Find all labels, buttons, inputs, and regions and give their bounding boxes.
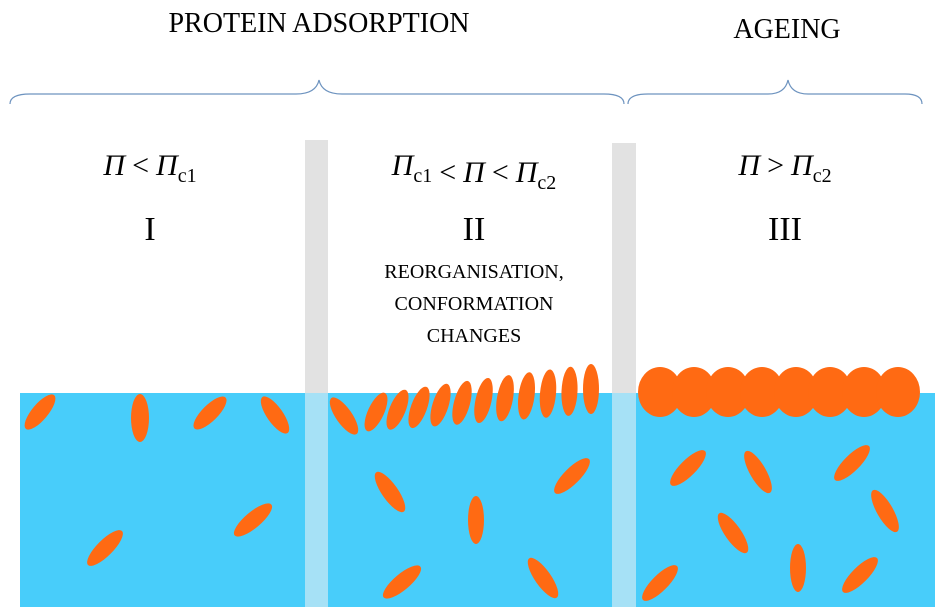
symbol: Π: [790, 149, 815, 182]
protein: [808, 367, 852, 417]
protein: [670, 450, 706, 486]
protein: [24, 394, 56, 430]
protein: [131, 394, 149, 442]
protein: [430, 383, 451, 427]
symbol: Π: [737, 149, 762, 182]
symbol: Π: [462, 156, 487, 189]
protein: [561, 366, 578, 416]
protein: [706, 367, 750, 417]
protein: [638, 367, 682, 417]
operator: <: [132, 149, 149, 182]
protein: [496, 375, 514, 422]
subscript: c2: [813, 165, 832, 187]
divider: [612, 143, 636, 393]
subscript: c1: [178, 165, 197, 187]
condition: Π < Πc1: [102, 149, 196, 187]
protein: [386, 389, 409, 430]
protein: [740, 367, 784, 417]
protein: [527, 557, 559, 599]
protein: [554, 458, 590, 494]
protein: [382, 565, 422, 599]
note: CONFORMATION: [395, 293, 554, 315]
operator: <: [439, 156, 456, 189]
protein: [834, 445, 870, 481]
brace: [9, 79, 625, 105]
note: REORGANISATION,: [384, 261, 563, 283]
note: CHANGES: [427, 325, 521, 347]
protein: [790, 544, 806, 592]
divider: [305, 393, 328, 607]
protein: [876, 367, 920, 417]
protein: [87, 530, 123, 566]
operator: >: [767, 149, 784, 182]
protein: [672, 367, 716, 417]
condition: Πc1 < Π < Πc2: [391, 149, 557, 194]
section-title: PROTEIN ADSORPTION: [168, 8, 469, 39]
numeral: III: [768, 211, 802, 248]
section-title: AGEING: [733, 14, 840, 45]
protein: [329, 397, 359, 435]
divider: [612, 393, 636, 607]
protein: [468, 496, 484, 544]
protein: [374, 471, 406, 513]
protein: [408, 386, 430, 429]
subscript: c2: [537, 172, 556, 194]
protein: [642, 565, 678, 601]
protein: [774, 367, 818, 417]
protein: [871, 489, 899, 533]
protein: [260, 396, 290, 434]
protein: [539, 369, 557, 418]
protein: [193, 396, 227, 430]
protein: [517, 372, 536, 420]
symbol: Π: [391, 149, 416, 182]
protein: [744, 450, 772, 494]
protein: [717, 512, 749, 554]
brace: [627, 79, 923, 105]
symbol: Π: [155, 149, 180, 182]
protein: [452, 380, 472, 425]
symbol: Π: [102, 149, 127, 182]
protein: [842, 367, 886, 417]
condition: Π > Πc2: [737, 149, 831, 187]
divider: [305, 140, 328, 393]
protein: [474, 377, 493, 424]
numeral: I: [144, 211, 155, 248]
protein: [364, 392, 388, 432]
protein: [842, 557, 878, 593]
subscript: c1: [413, 165, 432, 187]
protein: [233, 503, 273, 537]
protein: [583, 364, 599, 414]
proteins: [24, 364, 920, 601]
numeral: II: [463, 211, 486, 248]
operator: <: [492, 156, 509, 189]
symbol: Π: [515, 156, 540, 189]
